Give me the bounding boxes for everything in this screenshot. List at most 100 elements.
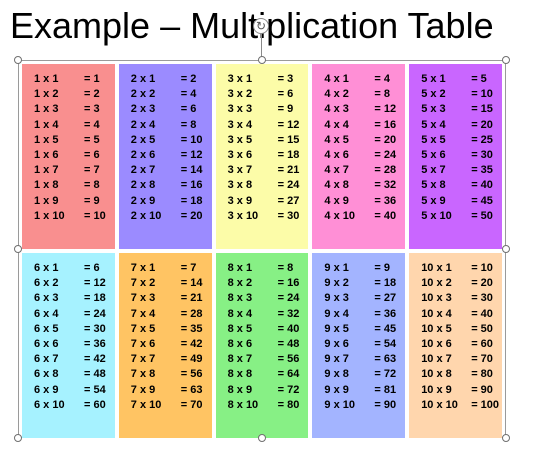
row-expression: 2 x 3 bbox=[130, 103, 156, 116]
table-row: 2 x 7 = 14 bbox=[131, 163, 212, 178]
table-row: 1 x 4 = 4 bbox=[34, 118, 115, 133]
table-row: 4 x 2 = 8 bbox=[324, 87, 405, 102]
table-row: 8 x 2 = 16 bbox=[228, 276, 309, 291]
row-expression: 6 x 9 bbox=[34, 383, 59, 396]
row-result: = 90 bbox=[471, 383, 493, 396]
row-result: = 28 bbox=[374, 164, 397, 177]
row-result: = 81 bbox=[374, 383, 397, 396]
row-expression: 6 x 2 bbox=[34, 277, 59, 290]
table-row: 10 x 2 = 20 bbox=[421, 276, 502, 291]
table-row: 5 x 4 = 20 bbox=[421, 118, 502, 133]
row-expression: 8 x 3 bbox=[227, 292, 253, 305]
row-result: = 90 bbox=[374, 398, 397, 411]
row-expression: 10 x 3 bbox=[421, 292, 452, 305]
slide-title[interactable]: Example – Multiplication Table bbox=[10, 5, 494, 46]
resize-handle-icon[interactable] bbox=[502, 434, 510, 442]
table-row: 3 x 1 = 3 bbox=[228, 72, 309, 87]
resize-handle-icon[interactable] bbox=[258, 434, 266, 442]
multiplication-table[interactable]: 1 x 1 = 1 1 x 2 = 2 1 x 3 = 3 1 x 4 = 4 1 x 5 = 5… bbox=[22, 64, 502, 438]
table-cell[interactable]: 2 x 1 = 2 2 x 2 = 4 2 x 3 = 6 2 x 4 = 8 2 x 5 = 1… bbox=[118, 64, 212, 249]
table-row: 6 x 3 = 18 bbox=[34, 291, 115, 306]
row-result: = 6 bbox=[84, 262, 100, 274]
row-expression: 5 x 4 bbox=[421, 118, 446, 131]
resize-handle-icon[interactable] bbox=[14, 434, 22, 442]
row-result: = 40 bbox=[374, 209, 397, 222]
row-result: = 4 bbox=[374, 73, 390, 85]
row-result: = 30 bbox=[84, 322, 106, 335]
resize-handle-icon[interactable] bbox=[502, 245, 510, 253]
table-row: 7 x 7 = 49 bbox=[131, 352, 212, 367]
row-result: = 12 bbox=[84, 277, 106, 290]
table-row: 7 x 4 = 28 bbox=[131, 307, 212, 322]
row-expression: 10 x 5 bbox=[421, 322, 452, 335]
row-result: = 28 bbox=[180, 307, 203, 320]
table-row: 1 x 6 = 6 bbox=[34, 148, 115, 163]
table-cell[interactable]: 4 x 1 = 4 4 x 2 = 8 4 x 3 = 12 4 x 4 = 16 4 x 5 =… bbox=[312, 64, 406, 249]
row-result: = 9 bbox=[84, 194, 100, 207]
table-row: 1 x 8 = 8 bbox=[34, 178, 115, 193]
table-row: 3 x 3 = 9 bbox=[228, 102, 309, 117]
row-result: = 14 bbox=[180, 277, 203, 290]
row-result: = 45 bbox=[471, 194, 493, 207]
row-expression: 5 x 10 bbox=[421, 209, 452, 222]
row-result: = 7 bbox=[180, 262, 197, 274]
row-result: = 3 bbox=[277, 73, 294, 85]
table-cell[interactable]: 3 x 1 = 3 3 x 2 = 6 3 x 3 = 9 3 x 4 = 12 3 x 5 = … bbox=[215, 64, 309, 249]
table-row: 8 x 6 = 48 bbox=[228, 337, 309, 352]
resize-handle-icon[interactable] bbox=[258, 56, 266, 64]
row-expression: 6 x 4 bbox=[34, 307, 59, 320]
row-result: = 35 bbox=[471, 164, 493, 177]
table-cell[interactable]: 10 x 1 = 10 10 x 2 = 20 10 x 3 = 30 10 x 4 = 40… bbox=[409, 253, 502, 438]
table-row: 8 x 4 = 32 bbox=[228, 307, 309, 322]
table-cell[interactable]: 7 x 1 = 7 7 x 2 = 14 7 x 3 = 21 7 x 4 = 28 7 x 5… bbox=[118, 253, 212, 438]
table-cell[interactable]: 8 x 1 = 8 8 x 2 = 16 8 x 3 = 24 8 x 4 = 32 8 x 5… bbox=[215, 253, 309, 438]
row-result: = 12 bbox=[374, 103, 397, 116]
row-expression: 6 x 7 bbox=[34, 353, 59, 366]
row-expression: 9 x 2 bbox=[324, 277, 349, 290]
row-result: = 10 bbox=[471, 88, 493, 101]
row-expression: 1 x 2 bbox=[34, 88, 59, 101]
table-cell[interactable]: 6 x 1 = 6 6 x 2 = 12 6 x 3 = 18 6 x 4 = 24 6 x 5… bbox=[22, 253, 115, 438]
table-row: 9 x 8 = 72 bbox=[324, 367, 405, 382]
rotate-handle-icon[interactable]: ↻ bbox=[253, 18, 269, 34]
resize-handle-icon[interactable] bbox=[14, 56, 22, 64]
table-row: 8 x 9 = 72 bbox=[228, 383, 309, 398]
table-row: 8 x 8 = 64 bbox=[228, 367, 309, 382]
row-result: = 27 bbox=[277, 194, 300, 207]
table-row: 6 x 7 = 42 bbox=[34, 352, 115, 367]
row-expression: 2 x 6 bbox=[130, 148, 156, 161]
row-expression: 10 x 2 bbox=[421, 277, 452, 290]
row-result: = 45 bbox=[374, 322, 397, 335]
row-result: = 56 bbox=[277, 353, 300, 366]
row-expression: 10 x 7 bbox=[421, 353, 452, 366]
row-expression: 1 x 6 bbox=[34, 148, 59, 161]
row-result: = 20 bbox=[180, 209, 203, 222]
row-result: = 8 bbox=[277, 262, 294, 274]
table-row: 3 x 2 = 6 bbox=[228, 87, 309, 102]
table-cell[interactable]: 5 x 1 = 5 5 x 2 = 10 5 x 3 = 15 5 x 4 = 20 5 x 5… bbox=[409, 64, 502, 249]
row-expression: 8 x 9 bbox=[227, 383, 253, 396]
row-result: = 2 bbox=[180, 73, 197, 85]
table-cell[interactable]: 9 x 1 = 9 9 x 2 = 18 9 x 3 = 27 9 x 4 = 36 9 x 5… bbox=[312, 253, 406, 438]
row-expression: 5 x 7 bbox=[421, 164, 446, 177]
row-expression: 8 x 5 bbox=[227, 322, 253, 335]
row-result: = 18 bbox=[180, 194, 203, 207]
resize-handle-icon[interactable] bbox=[14, 245, 22, 253]
table-cell[interactable]: 1 x 1 = 1 1 x 2 = 2 1 x 3 = 3 1 x 4 = 4 1 x 5 = 5… bbox=[22, 64, 115, 249]
row-expression: 10 x 1 bbox=[421, 262, 452, 274]
row-result: = 60 bbox=[471, 337, 493, 350]
table-row: 5 x 7 = 35 bbox=[421, 163, 502, 178]
table-row: 5 x 8 = 40 bbox=[421, 178, 502, 193]
row-expression: 6 x 10 bbox=[34, 398, 65, 411]
row-result: = 63 bbox=[180, 383, 203, 396]
row-result: = 36 bbox=[374, 307, 397, 320]
resize-handle-icon[interactable] bbox=[502, 56, 510, 64]
row-result: = 21 bbox=[180, 292, 203, 305]
table-row: 6 x 6 = 36 bbox=[34, 337, 115, 352]
row-result: = 42 bbox=[180, 337, 203, 350]
table-row: 4 x 4 = 16 bbox=[324, 118, 405, 133]
table-row: 8 x 5 = 40 bbox=[228, 322, 309, 337]
row-expression: 2 x 7 bbox=[130, 164, 156, 177]
row-expression: 9 x 4 bbox=[324, 307, 349, 320]
row-result: = 6 bbox=[277, 88, 294, 101]
